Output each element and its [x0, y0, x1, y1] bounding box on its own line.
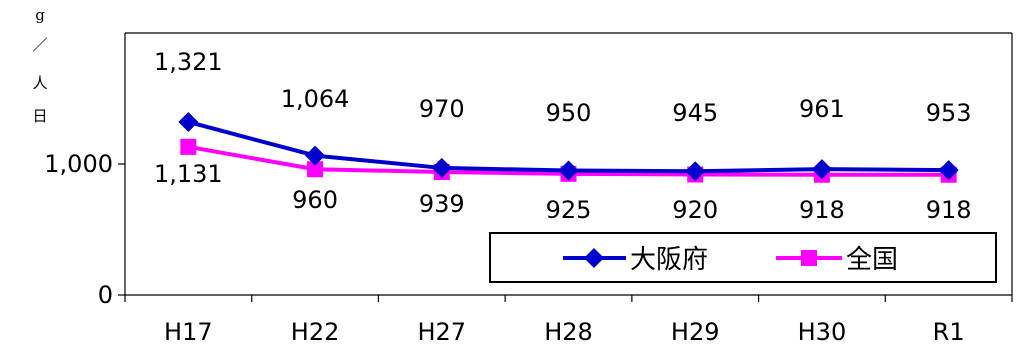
data-point-marker [305, 145, 326, 166]
x-tick-label: H30 [798, 318, 847, 346]
data-label-national: 925 [546, 196, 592, 224]
data-point-marker [558, 160, 579, 181]
x-tick-label: H27 [417, 318, 466, 346]
x-tick-label: H28 [544, 318, 593, 346]
data-point-marker [178, 111, 199, 132]
data-label-national: 1,131 [154, 160, 223, 188]
data-point-marker [307, 161, 324, 178]
y-axis-unit-char: 日 [32, 107, 47, 125]
data-label-osaka: 1,064 [281, 85, 350, 113]
legend: 大阪府 全国 [489, 232, 997, 283]
data-point-marker [180, 138, 197, 155]
y-tick-label: 0 [98, 281, 113, 309]
data-label-osaka: 945 [672, 99, 718, 127]
data-label-national: 920 [672, 196, 718, 224]
data-label-osaka: 970 [419, 95, 465, 123]
y-axis-unit-char: ／ [32, 36, 47, 54]
data-point-marker [811, 159, 832, 180]
legend-label-osaka: 大阪府 [630, 245, 708, 275]
legend-marker-osaka [584, 248, 604, 268]
data-label-osaka: 950 [546, 99, 592, 127]
series-layer [178, 111, 959, 183]
data-labels: 1,321 1,064 970 950 945 961 953 1,131 960 939 925 9… [154, 48, 972, 224]
x-tick-label: H22 [291, 318, 340, 346]
data-point-marker [431, 157, 452, 178]
x-tick-label: R1 [933, 318, 965, 346]
y-axis-unit-char: 人 [32, 74, 47, 92]
data-label-osaka: 1,321 [154, 48, 223, 76]
data-point-marker [685, 161, 706, 182]
x-tick-label: H17 [164, 318, 213, 346]
y-axis-unit-char: g [35, 6, 45, 24]
data-label-osaka: 961 [799, 95, 845, 123]
data-label-osaka: 953 [926, 99, 972, 127]
data-label-national: 939 [419, 190, 465, 218]
y-axis-unit-label: g ／ 人日 [32, 6, 47, 125]
x-tick-label: H29 [671, 318, 720, 346]
data-label-national: 960 [292, 186, 338, 214]
y-tick-label: 1,000 [44, 150, 113, 178]
data-point-marker [938, 160, 959, 181]
data-label-national: 918 [799, 196, 845, 224]
axes: 0 1,000 H17 H22 H27 H28 H29 H30 R1 [44, 32, 1013, 346]
data-label-national: 918 [926, 196, 972, 224]
legend-marker-national [801, 250, 817, 266]
legend-label-national: 全国 [846, 245, 898, 275]
